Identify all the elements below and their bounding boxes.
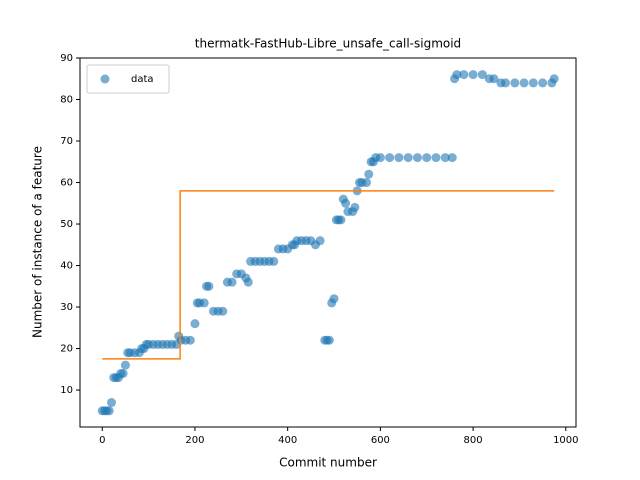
data-point — [227, 277, 237, 287]
fit-line — [102, 190, 555, 360]
legend-label: data — [131, 74, 154, 85]
data-point — [269, 256, 279, 266]
data-point — [452, 70, 462, 80]
x-tick-label: 600 — [371, 435, 390, 446]
data-point — [489, 74, 499, 84]
y-tick-label: 20 — [60, 344, 73, 355]
y-tick-label: 30 — [60, 302, 73, 313]
chart-title: thermatk-FastHub-Libre_unsafe_call-sigmo… — [195, 37, 461, 51]
plot-frame — [79, 57, 577, 428]
data-point — [364, 169, 374, 179]
data-point — [501, 78, 511, 88]
data-point — [375, 153, 385, 163]
data-point — [477, 70, 487, 80]
data-point — [447, 153, 457, 163]
data-point — [412, 153, 422, 163]
x-tick-label: 400 — [278, 435, 297, 446]
data-point — [104, 406, 114, 416]
data-point — [403, 153, 413, 163]
data-point — [120, 360, 130, 370]
x-tick-label: 800 — [464, 435, 483, 446]
data-point — [315, 236, 325, 246]
x-tick-label: 0 — [99, 435, 105, 446]
data-point — [336, 215, 346, 225]
data-point — [431, 153, 441, 163]
data-point — [385, 153, 395, 163]
x-tick-label: 1000 — [553, 435, 578, 446]
y-tick-label: 10 — [60, 385, 73, 396]
data-point — [204, 281, 214, 291]
y-tick-label: 90 — [60, 53, 73, 64]
data-point — [459, 70, 469, 80]
data-point — [341, 198, 351, 208]
y-tick-label: 80 — [60, 95, 73, 106]
data-point — [440, 153, 450, 163]
data-point — [468, 70, 478, 80]
y-tick-label: 50 — [60, 219, 73, 230]
data-point — [243, 277, 253, 287]
y-tick-label: 40 — [60, 261, 73, 272]
data-point — [107, 398, 117, 408]
data-point — [538, 78, 548, 88]
data-point — [190, 319, 200, 329]
data-point — [394, 153, 404, 163]
data-point — [185, 335, 195, 345]
data-point — [218, 306, 228, 316]
data-point — [510, 78, 520, 88]
data-point — [422, 153, 432, 163]
legend-marker — [100, 74, 110, 84]
data-point — [350, 202, 360, 212]
data-point — [324, 335, 334, 345]
data-point — [528, 78, 538, 88]
data-point — [361, 178, 371, 188]
legend-box — [86, 64, 170, 94]
x-tick-label: 200 — [185, 435, 204, 446]
y-tick-label: 70 — [60, 136, 73, 147]
x-axis-label: Commit number — [279, 456, 377, 470]
data-point — [549, 74, 559, 84]
data-point — [329, 294, 339, 304]
data-point — [519, 78, 529, 88]
y-axis-label: Number of instance of a feature — [31, 146, 45, 338]
data-point — [199, 298, 209, 308]
y-tick-label: 60 — [60, 178, 73, 189]
data-point — [118, 368, 128, 378]
